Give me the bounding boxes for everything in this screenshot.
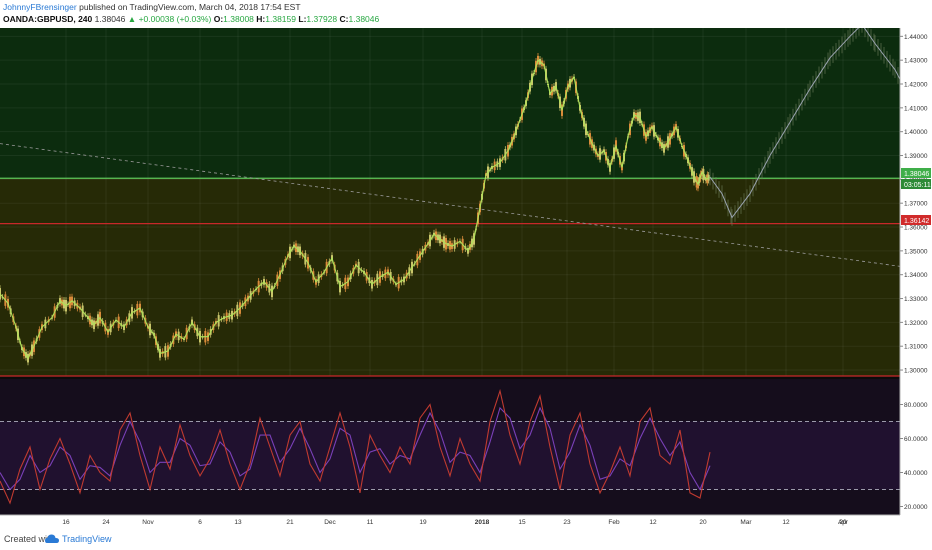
price-tags: 1.38046 03:05:11 1.36142 <box>901 168 931 225</box>
green-zone <box>0 28 900 179</box>
countdown-tag-text: 03:05:11 <box>904 182 931 189</box>
time-axis[interactable]: 16 24 Nov 6 13 21 Dec 11 19 2018 15 23 Feb 12 20 Mar 12 2… <box>0 514 932 530</box>
current-price-tag-text: 1.38046 <box>904 171 929 178</box>
time-axis-label: 15 <box>518 519 526 526</box>
open-value: 1.38008 <box>223 14 254 24</box>
close-label: C: <box>339 14 349 24</box>
stoch-k-line <box>0 388 711 505</box>
price-axis-label: 1.36000 <box>904 225 928 232</box>
tradingview-brand[interactable]: TradingView <box>62 534 112 544</box>
price-chart[interactable]: 1.44000 1.43000 1.42000 1.41000 1.40000 1.390… <box>0 28 932 530</box>
time-axis-label: Dec <box>324 519 336 526</box>
time-axis-label: Mar <box>740 519 752 526</box>
time-axis-label: 19 <box>419 519 427 526</box>
price-axis-label: 1.40000 <box>904 129 928 136</box>
time-axis-label: 23 <box>563 519 571 526</box>
time-axis-label: 20 <box>839 519 847 526</box>
price-series-line <box>0 59 711 360</box>
chart-header: JohnnyFBrensinger published on TradingVi… <box>0 0 932 28</box>
time-axis-label: 6 <box>198 519 202 526</box>
stoch-d-line <box>0 406 711 491</box>
up-arrow-icon: ▲ <box>127 14 137 24</box>
oscillator-axis-label: 80.0000 <box>904 402 928 409</box>
oscillator-pane[interactable] <box>0 379 900 515</box>
author-link[interactable]: JohnnyFBrensinger <box>3 2 77 12</box>
time-axis-label: Apr <box>838 519 849 526</box>
current-price-tag <box>901 168 931 178</box>
price-axis-label: 1.43000 <box>904 58 928 65</box>
close-value: 1.38046 <box>348 14 380 24</box>
time-axis-label: 16 <box>62 519 70 526</box>
time-axis-label: 2018 <box>475 519 490 526</box>
price-pane[interactable] <box>0 28 906 379</box>
price-axis-label: 1.41000 <box>904 105 928 112</box>
time-axis-background <box>0 515 932 530</box>
price-axis-label: 1.42000 <box>904 82 928 89</box>
price-axis-label: 1.31000 <box>904 344 928 351</box>
oscillator-axis-label: 40.0000 <box>904 470 928 477</box>
high-value: 1.38159 <box>265 14 296 24</box>
time-axis-label: 12 <box>782 519 790 526</box>
oscillator-axis-label: 60.0000 <box>904 436 928 443</box>
time-axis-label: 12 <box>649 519 657 526</box>
price-axis-label: 1.30000 <box>904 368 928 375</box>
time-axis-label: 21 <box>286 519 294 526</box>
olive-zone <box>0 178 900 376</box>
tradingview-cloud-icon <box>45 534 59 543</box>
trend-line <box>0 143 901 267</box>
time-axis-label: 20 <box>699 519 707 526</box>
open-label: O: <box>213 14 224 24</box>
time-axis-label: 13 <box>234 519 242 526</box>
symbol-line: OANDA:GBPUSD, 240 1.38046 ▲ +0.00038 (+0… <box>3 14 379 24</box>
high-label: H: <box>256 14 266 24</box>
price-axis[interactable]: 1.44000 1.43000 1.42000 1.41000 1.40000 1.390… <box>899 28 932 515</box>
price-axis-label: 1.35000 <box>904 248 928 255</box>
price-change: +0.00038 (+0.03%) <box>138 14 212 24</box>
low-label: L: <box>298 14 307 24</box>
price-axis-label: 1.44000 <box>904 34 928 41</box>
publish-line: JohnnyFBrensinger published on TradingVi… <box>3 2 301 12</box>
time-axis-label: 24 <box>102 519 110 526</box>
price-axis-label: 1.39000 <box>904 153 928 160</box>
footer: Created with TradingView <box>0 530 932 550</box>
projection-path <box>709 28 906 219</box>
oscillator-band <box>0 421 900 490</box>
time-axis-label: 11 <box>367 519 374 526</box>
time-axis-label: Feb <box>608 519 620 526</box>
price-axis-label: 1.32000 <box>904 320 928 327</box>
oscillator-axis-label: 20.0000 <box>904 504 928 511</box>
price-axis-background <box>900 28 932 515</box>
price-axis-label: 1.37000 <box>904 201 928 208</box>
red-level-tag-text: 1.36142 <box>904 218 929 225</box>
created-with-text: Created with <box>4 534 55 544</box>
pane-gap <box>0 376 900 379</box>
low-value: 1.37928 <box>306 14 338 24</box>
countdown-tag <box>901 179 931 189</box>
symbol-name[interactable]: OANDA:GBPUSD, 240 <box>3 14 93 24</box>
last-price: 1.38046 <box>94 14 126 24</box>
publish-info: published on TradingView.com, March 04, … <box>79 2 301 12</box>
time-axis-label: Nov <box>142 519 154 526</box>
price-axis-label: 1.33000 <box>904 296 928 303</box>
red-level-tag <box>901 215 931 225</box>
price-axis-label: 1.34000 <box>904 272 928 279</box>
